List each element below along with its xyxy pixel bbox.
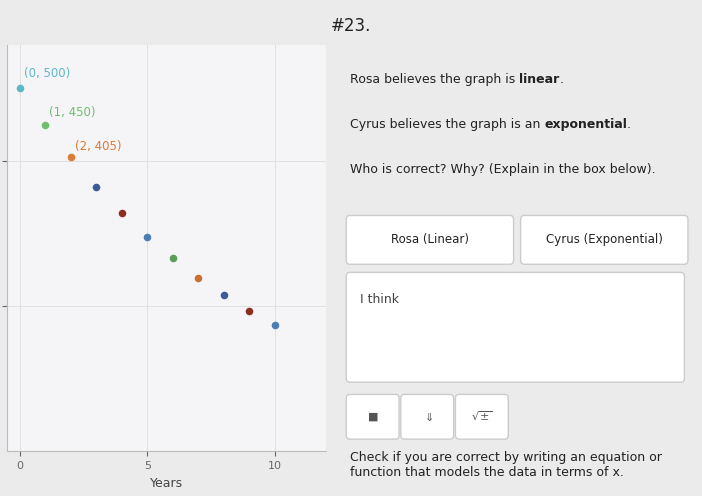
Text: Check if you are correct by writing an equation or
function that models the data: Check if you are correct by writing an e…: [350, 451, 661, 479]
Text: .: .: [627, 118, 631, 131]
Point: [14, 84, 25, 92]
Point: [39, 121, 51, 128]
Text: $\Downarrow$: $\Downarrow$: [422, 411, 433, 423]
FancyBboxPatch shape: [346, 272, 684, 382]
Point: [91, 183, 102, 190]
Text: (2, 405): (2, 405): [74, 140, 121, 153]
Text: Cyrus believes the graph is an: Cyrus believes the graph is an: [350, 118, 544, 131]
FancyBboxPatch shape: [346, 215, 514, 264]
Point: [167, 254, 178, 262]
Text: #23.: #23.: [331, 17, 371, 35]
Point: [269, 321, 280, 329]
Point: [116, 209, 127, 217]
Text: Rosa (Linear): Rosa (Linear): [391, 233, 469, 247]
Point: [142, 233, 153, 241]
FancyBboxPatch shape: [401, 394, 453, 439]
Text: Rosa believes the graph is: Rosa believes the graph is: [350, 73, 519, 86]
Point: [65, 153, 77, 161]
Text: (1, 450): (1, 450): [49, 106, 95, 119]
FancyBboxPatch shape: [456, 394, 508, 439]
Point: [218, 291, 230, 299]
FancyBboxPatch shape: [521, 215, 688, 264]
Text: Who is correct? Why? (Explain in the box below).: Who is correct? Why? (Explain in the box…: [350, 163, 656, 176]
X-axis label: Years: Years: [150, 477, 183, 490]
Text: exponential: exponential: [544, 118, 627, 131]
Text: $\sqrt{\pm}$: $\sqrt{\pm}$: [471, 410, 492, 424]
FancyBboxPatch shape: [346, 394, 399, 439]
Point: [244, 307, 255, 315]
Text: Cyrus (Exponential): Cyrus (Exponential): [546, 233, 663, 247]
Text: linear: linear: [519, 73, 559, 86]
Text: .: .: [559, 73, 563, 86]
Text: (0, 500): (0, 500): [24, 66, 69, 79]
Text: I think: I think: [360, 293, 399, 306]
Text: $\blacksquare$: $\blacksquare$: [367, 410, 378, 423]
Point: [192, 274, 204, 282]
